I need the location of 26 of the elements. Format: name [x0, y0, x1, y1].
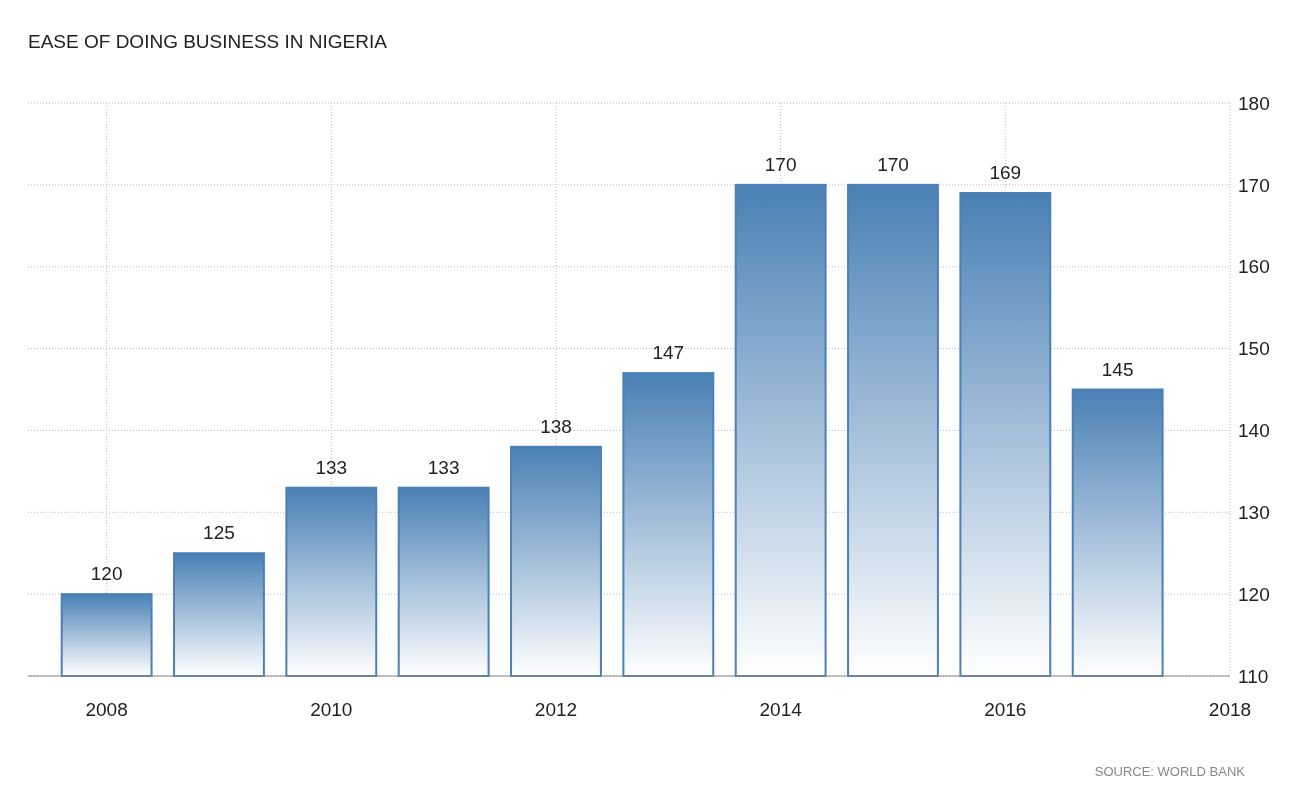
y-tick-label: 110	[1238, 665, 1269, 687]
y-tick-label: 180	[1238, 92, 1270, 114]
x-tick-label: 2008	[85, 699, 128, 720]
data-label: 145	[1101, 358, 1134, 380]
x-tick-label: 2014	[759, 699, 803, 720]
data-label: 147	[652, 342, 685, 364]
x-tick-label: 2018	[1208, 699, 1252, 720]
data-label: 133	[315, 456, 348, 478]
data-label: 120	[90, 563, 123, 585]
data-label: 138	[540, 415, 572, 437]
y-tick-label: 150	[1238, 338, 1270, 360]
source-note: SOURCE: WORLD BANK	[1094, 764, 1246, 779]
y-tick-label: 130	[1238, 501, 1270, 523]
chart-title: EASE OF DOING BUSINESS IN NIGERIA	[28, 31, 388, 52]
data-label: 169	[989, 162, 1022, 184]
x-tick-label: 2016	[984, 699, 1027, 720]
data-label: 125	[203, 522, 235, 544]
y-tick-label: 120	[1238, 583, 1270, 605]
y-tick-label: 170	[1238, 174, 1270, 196]
x-tick-label: 2010	[310, 699, 353, 720]
data-label: 170	[877, 153, 909, 175]
data-label: 170	[764, 153, 797, 175]
data-label: 133	[427, 456, 460, 478]
x-tick-label: 2012	[534, 699, 578, 720]
y-tick-label: 160	[1238, 256, 1270, 278]
y-tick-label: 140	[1238, 420, 1270, 442]
